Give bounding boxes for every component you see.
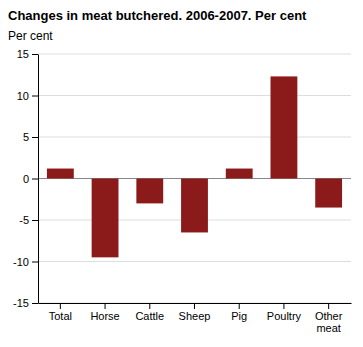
y-tick: -15 <box>13 297 38 309</box>
y-label: Per cent <box>8 29 53 43</box>
y-tick: -10 <box>13 256 38 268</box>
y-tick: 0 <box>23 173 38 185</box>
grid-line <box>38 261 351 262</box>
y-tick-label: 10 <box>17 90 29 102</box>
plot: -15 -10 -5 0 5 10 15 Total Horse Cattle Sheep Pig Po… <box>13 48 351 334</box>
x-tick: Cattle <box>135 303 164 322</box>
x-tick-label: Total <box>49 310 72 322</box>
chart: Changes in meat butchered. 2006-2007. Pe… <box>0 0 363 347</box>
x-tick: Poultry <box>267 303 302 322</box>
y-tick-label: -10 <box>13 256 29 268</box>
grid <box>38 54 351 303</box>
y-tick: 10 <box>17 90 38 102</box>
bar <box>47 169 74 179</box>
x-tick-label: Sheep <box>179 310 211 322</box>
y-tick-label: -15 <box>13 297 29 309</box>
bar <box>226 169 253 179</box>
x-tick-label: Horse <box>90 310 119 322</box>
title: Changes in meat butchered. 2006-2007. Pe… <box>8 8 307 23</box>
grid-line <box>38 54 351 55</box>
x-tick-mark <box>328 303 329 309</box>
bar <box>271 76 298 178</box>
y-axis-line <box>38 55 39 304</box>
x-tick-label-line: Other <box>315 310 343 322</box>
bar <box>181 179 208 233</box>
bar <box>92 179 119 258</box>
x-tick-label: Othermeat <box>315 310 343 334</box>
y-tick-mark <box>32 137 38 138</box>
x-tick-mark <box>283 303 284 309</box>
x-tick-mark <box>239 303 240 309</box>
y-tick: 15 <box>17 48 38 60</box>
x-tick-mark <box>60 303 61 309</box>
x-tick-label-line: Total <box>49 310 72 322</box>
x-tick-label: Poultry <box>267 310 302 322</box>
y-tick-mark <box>32 54 38 55</box>
x-tick: Total <box>49 303 72 322</box>
x-axis: Total Horse Cattle Sheep Pig Poultry Othermeat <box>39 303 352 334</box>
x-tick: Sheep <box>179 303 211 322</box>
y-tick-mark <box>32 303 38 304</box>
x-tick: Othermeat <box>315 303 343 334</box>
y-tick-mark <box>32 220 38 221</box>
x-tick-mark <box>105 303 106 309</box>
x-tick: Pig <box>231 303 247 322</box>
x-tick-label-line: Sheep <box>179 310 211 322</box>
x-tick: Horse <box>90 303 119 322</box>
y-axis: -15 -10 -5 0 5 10 15 <box>13 48 38 309</box>
y-tick: 5 <box>23 131 38 143</box>
y-tick-label: -5 <box>19 214 29 226</box>
y-tick-label: 5 <box>23 131 29 143</box>
x-tick-label-line: Poultry <box>267 310 302 322</box>
y-tick-label: 15 <box>17 48 29 60</box>
x-tick-mark <box>149 303 150 309</box>
y-tick: -5 <box>19 214 38 226</box>
chart-container: Changes in meat butchered. 2006-2007. Pe… <box>0 0 363 347</box>
x-tick-label: Pig <box>231 310 247 322</box>
x-tick-label-line: Pig <box>231 310 247 322</box>
x-tick-label-line: meat <box>316 322 340 334</box>
y-tick-label: 0 <box>23 173 29 185</box>
bar <box>136 179 163 204</box>
bar <box>315 179 342 208</box>
x-tick-mark <box>194 303 195 309</box>
x-tick-label-line: Cattle <box>135 310 164 322</box>
grid-line <box>38 95 351 96</box>
y-tick-mark <box>32 262 38 263</box>
y-tick-mark <box>32 179 38 180</box>
x-tick-label: Cattle <box>135 310 164 322</box>
x-tick-label-line: Horse <box>90 310 119 322</box>
bars <box>47 76 342 257</box>
grid-line <box>38 137 351 138</box>
y-tick-mark <box>32 96 38 97</box>
